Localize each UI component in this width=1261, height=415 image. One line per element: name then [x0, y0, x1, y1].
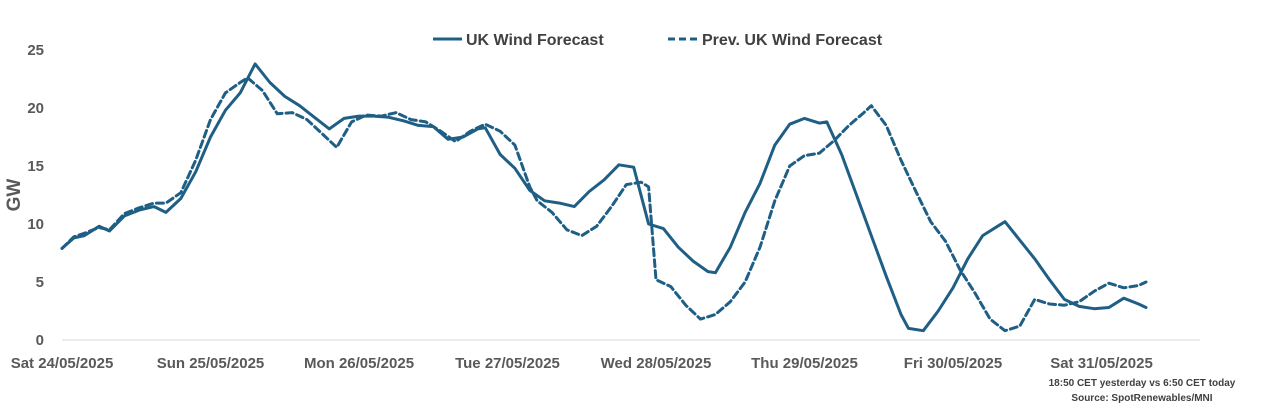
series-line-previous-forecast [60, 76, 1148, 333]
time-note: 18:50 CET yesterday vs 6:50 CET today [1049, 378, 1236, 389]
x-axis-ticks: Sat 24/05/2025 Sun 25/05/2025 Mon 26/05/20… [11, 355, 1153, 372]
x-tick-label: Sun 25/05/2025 [157, 355, 265, 372]
x-tick-label: Wed 28/05/2025 [601, 355, 712, 372]
x-tick-label: Tue 27/05/2025 [455, 355, 560, 372]
y-tick-label: 5 [36, 274, 44, 291]
y-axis-ticks: 0 5 10 15 20 25 [27, 42, 44, 349]
legend-item-previous: Prev. UK Wind Forecast [668, 32, 883, 49]
legend-label-previous: Prev. UK Wind Forecast [702, 32, 883, 49]
source-note: Source: SpotRenewables/MNI [1071, 393, 1212, 404]
series-group [60, 62, 1148, 333]
x-tick-label: Fri 30/05/2025 [904, 355, 1002, 372]
x-tick-label: Sat 24/05/2025 [11, 355, 114, 372]
x-tick-label: Sat 31/05/2025 [1050, 355, 1153, 372]
y-tick-label: 10 [27, 216, 44, 233]
legend-item-current: UK Wind Forecast [433, 32, 604, 49]
x-tick-label: Thu 29/05/2025 [751, 355, 858, 372]
legend: UK Wind Forecast Prev. UK Wind Forecast [433, 32, 883, 49]
y-tick-label: 0 [36, 332, 44, 349]
legend-label-current: UK Wind Forecast [466, 32, 604, 49]
x-tick-label: Mon 26/05/2025 [304, 355, 414, 372]
series-line-current-forecast [60, 62, 1148, 333]
y-axis-label: GW [4, 179, 25, 212]
y-tick-label: 15 [27, 158, 44, 175]
y-tick-label: 25 [27, 42, 44, 59]
y-tick-label: 20 [27, 100, 44, 117]
